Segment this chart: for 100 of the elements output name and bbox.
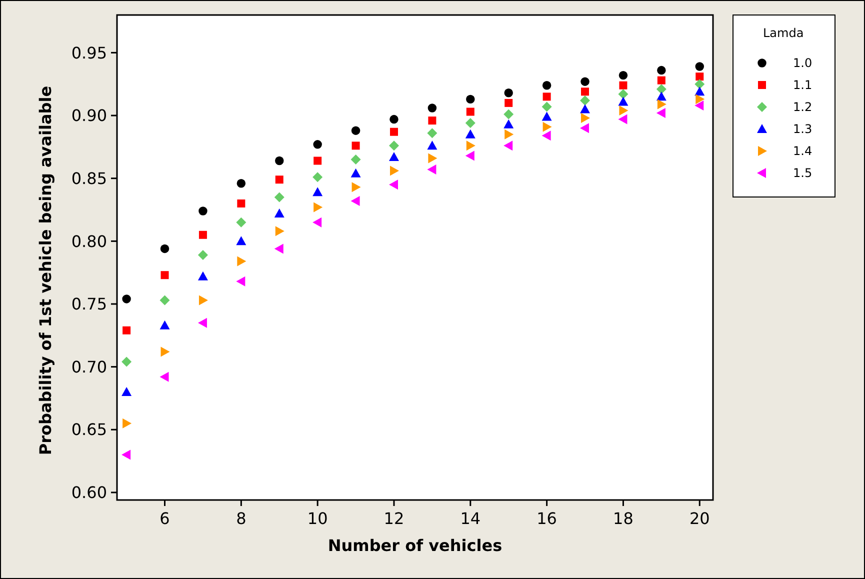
point bbox=[619, 105, 628, 116]
point bbox=[160, 271, 169, 280]
x-tick-label: 6 bbox=[160, 509, 170, 528]
x-axis-title: Number of vehicles bbox=[328, 536, 502, 555]
point bbox=[122, 418, 132, 428]
point bbox=[657, 66, 666, 75]
point bbox=[466, 108, 474, 116]
point bbox=[618, 114, 628, 124]
point bbox=[542, 122, 552, 132]
legend-label: 1.3 bbox=[793, 122, 812, 136]
x-tick-label: 8 bbox=[236, 509, 246, 528]
point bbox=[388, 152, 399, 161]
x-tick-label: 16 bbox=[536, 509, 557, 528]
point bbox=[465, 150, 474, 161]
point bbox=[312, 187, 323, 196]
y-tick-label: 0.75 bbox=[71, 294, 107, 314]
legend-label: 1.5 bbox=[793, 166, 812, 180]
point bbox=[656, 108, 666, 118]
x-tick-label: 10 bbox=[307, 509, 328, 528]
point bbox=[390, 114, 398, 124]
point bbox=[618, 89, 628, 100]
point bbox=[312, 172, 323, 182]
point bbox=[274, 244, 284, 254]
point bbox=[350, 168, 361, 178]
point bbox=[198, 271, 208, 280]
point bbox=[122, 326, 131, 334]
point bbox=[352, 142, 360, 150]
point bbox=[580, 95, 590, 106]
point bbox=[198, 206, 208, 216]
point bbox=[275, 176, 284, 184]
point bbox=[388, 140, 399, 151]
legend-label: 1.4 bbox=[793, 144, 812, 158]
point bbox=[695, 62, 704, 71]
point bbox=[504, 119, 514, 128]
point bbox=[198, 230, 207, 239]
point bbox=[581, 113, 590, 124]
point bbox=[427, 128, 438, 138]
point bbox=[160, 346, 170, 357]
y-tick-label: 0.90 bbox=[71, 106, 107, 126]
point bbox=[352, 182, 361, 192]
x-tick-label: 20 bbox=[689, 509, 710, 528]
point bbox=[465, 129, 476, 138]
point bbox=[504, 98, 513, 107]
point bbox=[274, 192, 284, 202]
point bbox=[504, 109, 514, 120]
y-tick-label: 0.85 bbox=[71, 168, 107, 188]
point bbox=[274, 208, 284, 218]
point bbox=[428, 116, 436, 125]
point bbox=[504, 88, 513, 98]
point bbox=[314, 156, 322, 165]
point bbox=[618, 70, 628, 80]
point bbox=[236, 179, 246, 188]
point bbox=[160, 244, 170, 254]
point bbox=[275, 156, 284, 166]
point bbox=[237, 256, 246, 266]
point bbox=[656, 92, 666, 101]
y-tick-label: 0.60 bbox=[71, 483, 107, 502]
point bbox=[618, 96, 628, 106]
point bbox=[198, 250, 208, 260]
point bbox=[314, 202, 323, 212]
point bbox=[696, 94, 705, 104]
point bbox=[581, 88, 590, 96]
y-tick-label: 0.65 bbox=[71, 420, 107, 440]
point bbox=[122, 450, 131, 460]
point bbox=[160, 372, 169, 382]
legend-label: 1.0 bbox=[793, 56, 812, 70]
point bbox=[580, 104, 590, 114]
point bbox=[696, 72, 704, 81]
point bbox=[580, 123, 590, 134]
point bbox=[694, 79, 705, 90]
point bbox=[656, 84, 666, 94]
point bbox=[427, 140, 438, 150]
point bbox=[542, 92, 551, 101]
point bbox=[122, 356, 132, 367]
point bbox=[465, 118, 476, 128]
point bbox=[312, 217, 322, 228]
point bbox=[236, 236, 246, 246]
point bbox=[122, 386, 132, 396]
point bbox=[390, 128, 398, 136]
point bbox=[351, 126, 360, 135]
point bbox=[350, 154, 361, 164]
point bbox=[275, 226, 284, 236]
point bbox=[694, 86, 705, 96]
point bbox=[388, 180, 398, 190]
legend-title: Lamda bbox=[763, 26, 804, 40]
point bbox=[504, 129, 514, 140]
legend-label: 1.1 bbox=[793, 78, 812, 92]
point bbox=[160, 320, 170, 330]
y-axis-title: Probability of 1st vehicle being available bbox=[36, 86, 55, 456]
point bbox=[619, 81, 628, 90]
point bbox=[542, 112, 552, 121]
point bbox=[580, 77, 590, 86]
point bbox=[160, 295, 170, 306]
point bbox=[237, 199, 246, 208]
point bbox=[313, 140, 322, 149]
point bbox=[542, 130, 551, 141]
y-tick-label: 0.80 bbox=[71, 232, 107, 251]
point bbox=[694, 100, 704, 110]
point bbox=[466, 140, 476, 151]
point bbox=[198, 318, 207, 328]
